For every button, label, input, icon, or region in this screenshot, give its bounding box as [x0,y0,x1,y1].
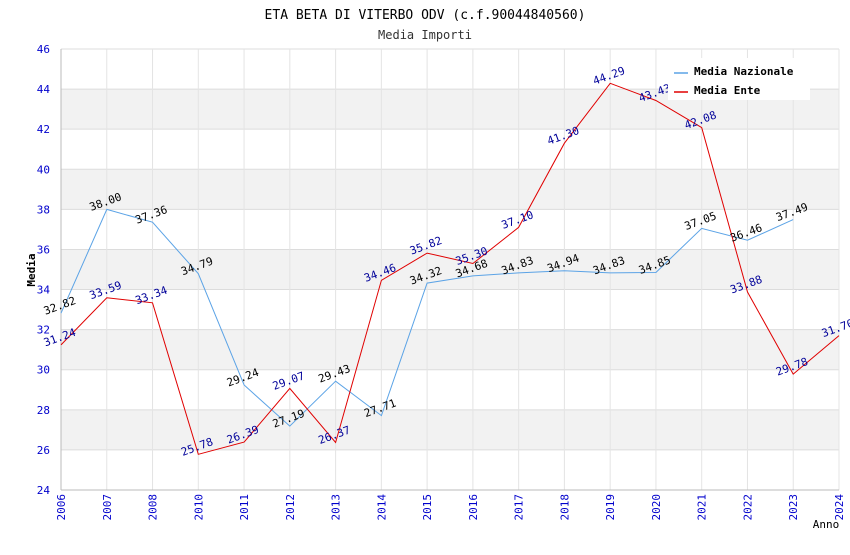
series-line-media-nazionale [60,208,794,427]
y-tick-label: 44 [37,83,51,96]
x-tick-label: 2014 [375,494,388,521]
legend-label-media-nazionale: Media Nazionale [694,65,794,78]
x-tick-label: 2007 [101,494,114,521]
x-tick-label: 2017 [513,494,526,521]
legend-label-media-ente: Media Ente [694,84,761,97]
y-tick-label: 30 [37,364,50,377]
x-tick-label: 2006 [55,494,68,521]
x-tick-label: 2011 [238,494,251,521]
series-line-media-ente [60,82,840,455]
grid-band [61,409,839,450]
axes [60,49,839,491]
series-lines [60,82,840,455]
x-tick-label: 2008 [147,494,160,521]
grid-band [61,329,839,370]
x-tick-label: 2012 [284,494,297,521]
grid-bands [61,89,839,450]
grid-band [61,249,839,290]
x-tick-label: 2022 [741,494,754,521]
y-tick-label: 36 [37,243,50,256]
x-axis-ticks: 2006 2007 2008 2010 2011 2012 2013 2014 2015 2016… [55,494,846,521]
x-axis-label: Anno [813,518,840,531]
legend: Media Nazionale Media Ente [668,58,810,100]
y-axis-label: Media [25,253,38,286]
legend-box [668,58,810,100]
x-tick-label: 2015 [421,494,434,521]
y-tick-label: 24 [37,484,51,497]
chart-subtitle: Media Importi [378,28,472,42]
y-tick-label: 40 [37,163,50,176]
x-tick-label: 2023 [787,494,800,521]
x-tick-label: 2020 [650,494,663,521]
chart-title: ETA BETA DI VITERBO ODV (c.f.90044840560… [265,8,586,23]
y-tick-label: 42 [37,123,50,136]
y-tick-label: 26 [37,444,50,457]
grid-band [61,169,839,210]
y-tick-label: 28 [37,404,50,417]
x-tick-label: 2010 [192,494,205,521]
y-tick-label: 38 [37,203,50,216]
x-tick-label: 2019 [604,494,617,521]
x-tick-label: 2021 [696,494,709,521]
x-tick-label: 2016 [467,494,480,521]
y-axis-ticks: 24 26 28 30 32 34 36 38 40 42 44 46 [37,43,51,497]
x-tick-label: 2013 [330,494,343,521]
y-tick-label: 34 [37,284,51,297]
x-tick-label: 2024 [833,494,846,521]
y-tick-label: 46 [37,43,50,56]
y-tick-label: 32 [37,324,50,337]
x-tick-label: 2018 [558,494,571,521]
